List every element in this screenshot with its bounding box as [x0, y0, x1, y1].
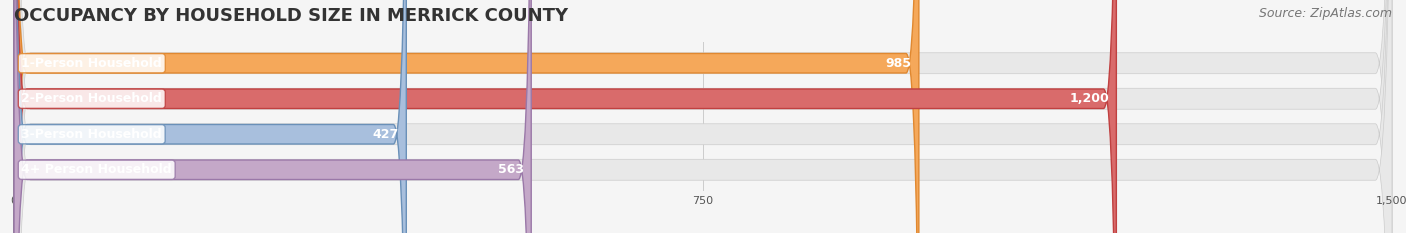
Text: 3-Person Household: 3-Person Household [21, 128, 162, 141]
Text: 563: 563 [498, 163, 524, 176]
FancyBboxPatch shape [14, 0, 920, 233]
FancyBboxPatch shape [14, 0, 1392, 233]
FancyBboxPatch shape [14, 0, 406, 233]
Text: 1-Person Household: 1-Person Household [21, 57, 162, 70]
FancyBboxPatch shape [14, 0, 1392, 233]
Text: 1,200: 1,200 [1070, 92, 1109, 105]
Text: 427: 427 [373, 128, 399, 141]
Text: 4+ Person Household: 4+ Person Household [21, 163, 172, 176]
FancyBboxPatch shape [14, 0, 531, 233]
FancyBboxPatch shape [14, 0, 1392, 233]
Text: OCCUPANCY BY HOUSEHOLD SIZE IN MERRICK COUNTY: OCCUPANCY BY HOUSEHOLD SIZE IN MERRICK C… [14, 7, 568, 25]
Text: Source: ZipAtlas.com: Source: ZipAtlas.com [1258, 7, 1392, 20]
FancyBboxPatch shape [14, 0, 1116, 233]
Text: 985: 985 [886, 57, 911, 70]
Text: 2-Person Household: 2-Person Household [21, 92, 162, 105]
FancyBboxPatch shape [14, 0, 1392, 233]
